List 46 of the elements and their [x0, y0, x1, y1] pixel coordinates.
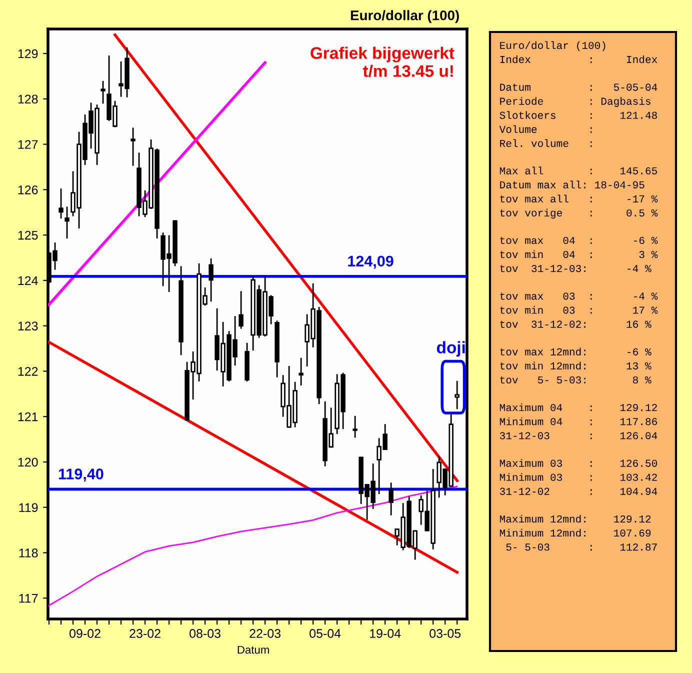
y-tick-label: 120	[18, 458, 38, 467]
candlestick	[454, 380, 460, 410]
line-series	[48, 486, 458, 606]
candlestick	[238, 291, 244, 329]
candlestick	[100, 80, 106, 104]
y-tick-label: 126	[18, 185, 38, 194]
annotation: Grafiek bijgewerkt t/m 13.45 u!	[310, 46, 454, 78]
text: Datum : 5-05-04 Periode : Dagbasis Slotkoers : 121.48 Volume : Rel. volume :	[499, 84, 658, 148]
text: tov max 04 : -6 % tov min 04 : 3 % tov 31-12-03: -4 %	[500, 236, 658, 272]
y-tick-label: 125	[18, 230, 38, 240]
candlestick	[208, 258, 214, 302]
x-tick-label: 09-02	[70, 629, 100, 638]
candlestick	[64, 206, 70, 238]
text: Euro/dollar (100) Index : Index	[500, 41, 658, 64]
text: Maximum 12mnd: 129.12 Minimum 12mnd: 107.69 5- 5-03 : 112.87	[500, 514, 657, 551]
y-tick-label: 121	[18, 412, 38, 422]
text: Maximum 03 : 126.50 Minimum 03 : 103.42 31-12-02 : 104.94	[500, 459, 658, 495]
y-tick-label: 129	[18, 49, 38, 58]
x-tick-label: 08-03	[190, 629, 220, 638]
text: tov max 03 : -4 % tov min 03 : 17 % tov 31-12-02: 16 %	[500, 292, 658, 328]
x-tick-label: 22-03	[250, 629, 280, 638]
text: Maximum 04 : 129.12 Minimum 04 : 117.86 31-12-03 : 126.04	[500, 403, 658, 440]
y-tick-label: 119	[19, 503, 38, 512]
y-tick-label: 118	[19, 548, 38, 558]
text: Max all : 145.65 Datum max all: 18-04-95 tov max all : -17 % tov vorige : 0.5 %	[500, 166, 658, 219]
candlestick	[298, 358, 304, 386]
x-tick-label: 05-04	[310, 629, 341, 638]
ref-line-label: 119,40	[58, 468, 104, 482]
x-axis-title: Datum	[238, 646, 269, 654]
annotation: doji	[436, 341, 465, 357]
text: tov max 12mnd: -6 % tov min 12mnd: 13 % tov 5- 5-03: 8 %	[500, 348, 652, 384]
y-tick-label: 123	[18, 322, 38, 330]
ref-line-label: 124,09	[348, 256, 394, 269]
y-tick-label: 117	[19, 594, 38, 603]
y-tick-label: 122	[18, 367, 38, 376]
candlestick	[58, 188, 64, 218]
candlestick	[130, 128, 136, 166]
y-tick-label: 127	[18, 140, 38, 149]
x-tick-label: 03-05	[430, 629, 461, 638]
y-tick-label: 124	[18, 276, 38, 285]
chart-title: Euro/dollar (100)	[350, 10, 459, 24]
y-tick-label: 128	[18, 94, 38, 104]
candlestick	[388, 482, 394, 516]
x-tick-label: 19-04	[370, 629, 401, 638]
x-tick-label: 23-02	[130, 629, 160, 638]
candlestick	[352, 416, 358, 438]
